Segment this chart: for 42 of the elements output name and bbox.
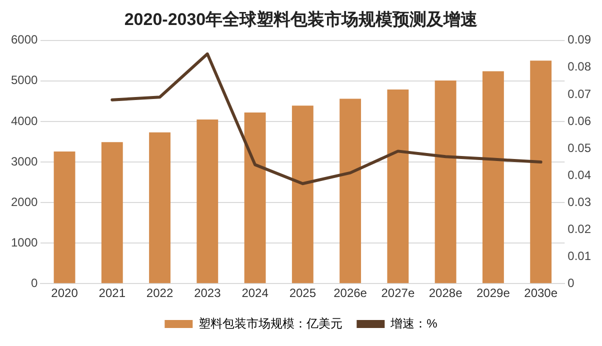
bar [54,151,76,284]
x-tick-label: 2024 [242,286,269,300]
y2-tick-label: 0.06 [568,114,592,128]
y-tick-label: 3000 [10,154,38,168]
bar [387,89,409,284]
legend-label: 增速：% [390,316,438,330]
x-tick-label: 2020 [51,286,78,300]
bar [101,142,123,284]
bar [292,106,314,284]
y2-tick-label: 0.07 [568,86,592,101]
y-tick-label: 4000 [10,114,38,128]
x-tick-label: 2026e [334,286,368,300]
legend-label: 塑料包装市场规模：亿美元 [198,316,343,330]
y2-tick-label: 0 [568,276,575,290]
bar [482,71,504,284]
y2-tick-label: 0.03 [568,194,592,209]
bar [149,132,170,284]
x-tick-label: 2029e [476,286,510,300]
bar [196,119,218,284]
y-tick-label: 0 [31,276,38,290]
x-tick-label: 2027e [381,286,415,300]
y2-tick-label: 0.08 [568,60,592,74]
y2-tick-label: 0.05 [568,140,592,155]
x-tick-label: 2030e [524,286,558,300]
chart-title: 2020-2030年全球塑料包装市场规模预测及增速 [124,8,478,29]
bar [530,60,552,284]
y2-tick-label: 0.01 [568,248,592,263]
x-tick-label: 2028e [428,286,463,300]
x-tick-label: 2021 [98,286,126,300]
x-tick-label: 2022 [146,286,174,300]
bar [434,80,456,284]
y2-tick-label: 0.09 [568,32,592,47]
y-tick-label: 1000 [10,235,38,250]
y-tick-label: 5000 [10,73,38,88]
y2-tick-label: 0.04 [568,168,592,182]
x-tick-label: 2025 [289,286,316,300]
y-tick-label: 6000 [10,32,38,47]
y2-tick-label: 0.02 [568,222,592,236]
x-tick-label: 2023 [194,286,222,300]
bar [340,98,362,284]
y-tick-label: 2000 [10,194,38,209]
bar [244,112,266,284]
